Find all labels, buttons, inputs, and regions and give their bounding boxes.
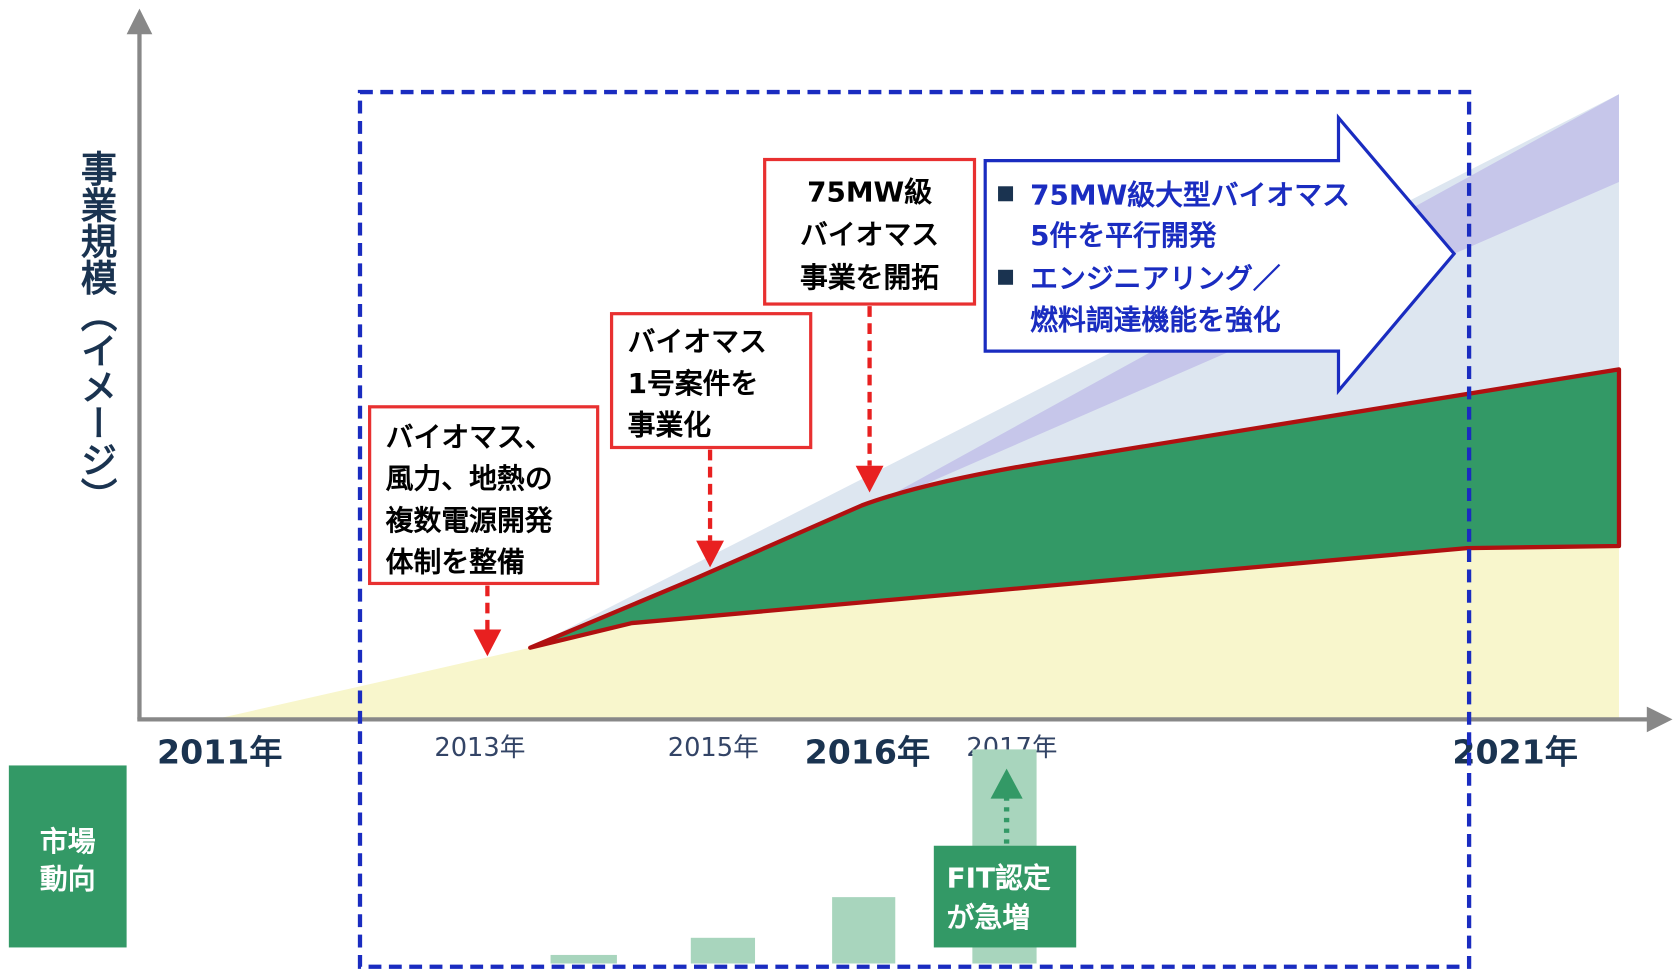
milestone-text: 事業を開拓 <box>800 261 939 294</box>
milestone-arrow-head <box>696 540 724 568</box>
market-note-box <box>933 845 1077 948</box>
milestone-text: 体制を整備 <box>386 546 525 579</box>
year-label: 2013年 <box>434 733 525 763</box>
focus-frame <box>357 89 1472 969</box>
x-axis-head <box>1646 706 1673 733</box>
milestone-text: バイオマス <box>800 218 939 251</box>
milestone-arrow-head <box>855 465 884 493</box>
milestone-arrow-head <box>473 629 502 657</box>
milestone-box <box>368 405 600 586</box>
future-text: 燃料調達機能を強化 <box>1030 304 1281 337</box>
milestone-text: バイオマス <box>628 325 767 358</box>
future-arrow <box>983 113 1457 396</box>
market-label-box <box>8 765 127 948</box>
market-bar <box>690 937 756 964</box>
market-bar <box>550 954 617 964</box>
y-axis-head <box>126 8 153 35</box>
future-text: 75MW級大型バイオマス <box>1030 178 1350 211</box>
future-text: 5件を平行開発 <box>1030 219 1217 252</box>
year-label: 2016年 <box>805 732 931 771</box>
milestone-text: バイオマス、 <box>386 420 553 453</box>
milestone-text: 事業化 <box>628 409 712 442</box>
dotted-arrow-head <box>990 768 1023 799</box>
milestone-text: 風力、地熱の <box>386 462 553 495</box>
bullet <box>998 186 1014 202</box>
year-label: 2011年 <box>157 732 282 771</box>
milestone-box <box>763 157 977 306</box>
future-text: エンジニアリング／ <box>1030 262 1281 295</box>
year-label: 2015年 <box>668 733 759 763</box>
bullet <box>998 269 1014 285</box>
base-area <box>214 545 1619 720</box>
y-axis-label: 事業規模（イメージ） <box>75 150 118 514</box>
milestone-text: 1号案件を <box>628 367 759 400</box>
market-bar <box>832 897 896 964</box>
milestone-text: 複数電源開発 <box>386 504 553 537</box>
market-note: FIT認定 <box>947 861 1051 894</box>
milestone-text: 75MW級 <box>807 175 932 208</box>
market-label: 動向 <box>40 863 96 896</box>
growth-area <box>528 367 1622 650</box>
market-note: が急増 <box>947 901 1031 934</box>
market-label: 市場 <box>40 825 96 858</box>
year-label: 2021年 <box>1452 732 1578 771</box>
milestone-box <box>609 312 813 450</box>
